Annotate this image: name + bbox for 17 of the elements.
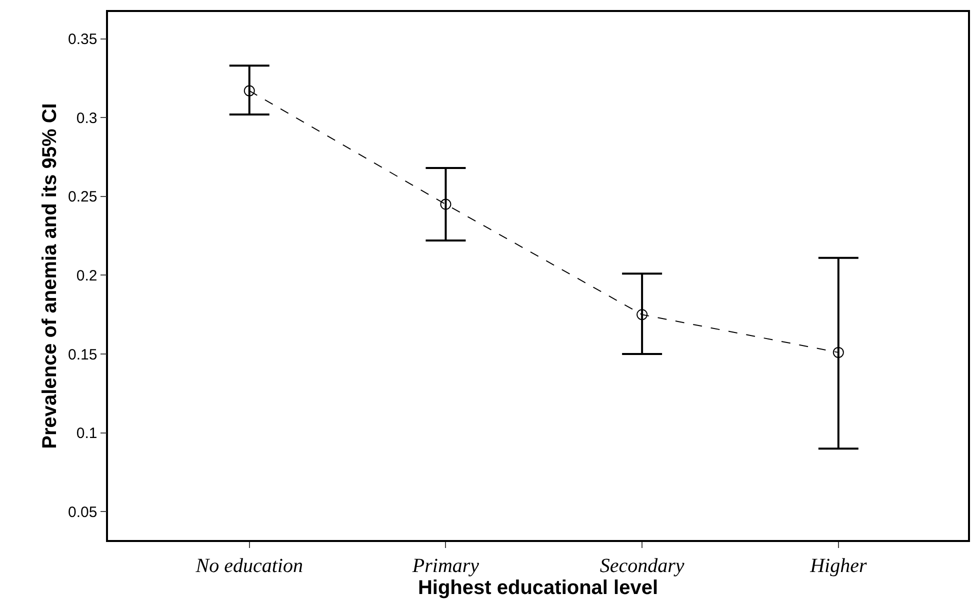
x-tick-label: No education [194,554,303,577]
y-tick-label: 0.2 [76,267,98,284]
y-tick-label: 0.1 [76,425,98,442]
x-tick-label: Secondary [600,554,684,577]
x-axis-title: Highest educational level [418,576,658,599]
y-tick-label: 0.3 [76,110,98,127]
x-tick-label: Primary [411,554,480,577]
point [636,309,648,320]
point [440,198,452,210]
y-tick-label: 0.05 [68,504,98,521]
point [832,346,844,358]
y-tick-label: 0.35 [68,31,98,48]
y-tick-label: 0.15 [68,346,98,364]
x-tick-label: Higher [809,554,867,577]
y-axis-title: Prevalence of anemia and its 95% CI [39,103,62,449]
point [244,85,255,96]
y-tick-label: 0.25 [68,188,98,206]
